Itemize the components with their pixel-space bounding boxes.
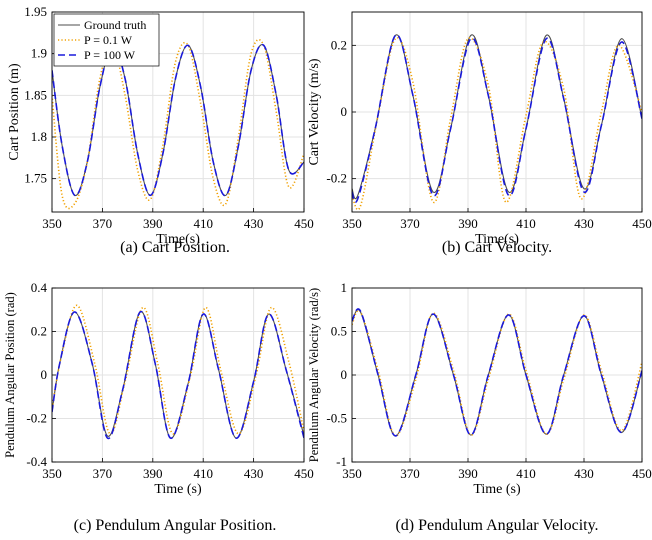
x-tick-label: 410 xyxy=(193,216,213,231)
y-tick-label: 1.8 xyxy=(31,129,47,144)
x-tick-label: 450 xyxy=(632,466,652,481)
series-line-p-100-w xyxy=(52,43,304,197)
x-tick-label: 410 xyxy=(516,216,536,231)
legend-label: Ground truth xyxy=(84,18,146,32)
plot-frame xyxy=(51,11,305,213)
y-tick-label: 1.75 xyxy=(24,171,47,186)
y-tick-label: -1 xyxy=(336,454,347,469)
y-axis-label: Cart Position (m) xyxy=(7,63,22,161)
x-axis-label: Time (s) xyxy=(154,482,202,497)
x-tick-label: 410 xyxy=(193,466,213,481)
chart-panel-1: 350 370 390 410 430 450 1.75 1.8 1.85 1.9 1.95 Time… xyxy=(7,4,314,256)
x-tick-label: 430 xyxy=(574,466,594,481)
y-tick-label: -0.2 xyxy=(326,171,347,186)
y-tick-label: 0.4 xyxy=(31,280,48,295)
series-line-p-100-w xyxy=(52,311,304,439)
x-tick-label: 430 xyxy=(244,216,264,231)
x-axis-label: Time (s) xyxy=(473,482,521,497)
y-tick-label: 0 xyxy=(41,367,48,382)
y-tick-label: -0.2 xyxy=(26,411,47,426)
legend-box xyxy=(53,13,160,67)
x-axis-label: Time(s) xyxy=(156,232,200,247)
x-tick-label: 350 xyxy=(342,216,362,231)
y-axis-label: Pendulum Angular Position (rad) xyxy=(3,292,17,458)
y-tick-label: 0 xyxy=(341,367,348,382)
x-tick-label: 350 xyxy=(42,466,62,481)
plot-frame xyxy=(51,287,305,463)
x-tick-label: 370 xyxy=(400,466,420,481)
legend-label: P = 100 W xyxy=(84,48,136,62)
subfigure-caption: (a) Cart Position. xyxy=(120,239,230,256)
y-axis-label: Cart Velocity (m/s) xyxy=(307,58,322,165)
y-tick-label: 0.2 xyxy=(31,324,47,339)
y-tick-label: 0.2 xyxy=(331,37,347,52)
x-tick-label: 350 xyxy=(342,466,362,481)
x-axis-label: Time(s) xyxy=(475,232,519,247)
x-tick-label: 370 xyxy=(400,216,420,231)
y-tick-label: 1 xyxy=(341,280,348,295)
series-line-p-100-w xyxy=(352,308,642,437)
series-line-p-0-1-w xyxy=(52,304,304,435)
subfigure-caption: (b) Cart Velocity. xyxy=(442,239,552,256)
x-tick-label: 390 xyxy=(143,466,163,481)
x-tick-label: 390 xyxy=(143,216,163,231)
x-tick-label: 430 xyxy=(244,466,264,481)
chart-panel-2: 350 370 390 410 430 450 -0.2 0 0.2 Time(s) Cart Ve… xyxy=(307,11,652,256)
chart-panel-4: 350 370 390 410 430 450 -1 -0.5 0 0.5 1 Time (s) Pen… xyxy=(307,280,652,534)
y-tick-label: 0 xyxy=(341,104,348,119)
x-tick-label: 350 xyxy=(42,216,62,231)
plot-frame xyxy=(351,287,643,463)
x-tick-label: 370 xyxy=(93,466,113,481)
y-axis-label: Pendulum Angular Velocity (rad/s) xyxy=(307,288,321,462)
legend-label: P = 0.1 W xyxy=(84,33,133,47)
y-tick-label: 0.5 xyxy=(331,324,347,339)
x-tick-label: 390 xyxy=(458,466,478,481)
x-tick-label: 450 xyxy=(294,216,314,231)
series-line-p-100-w xyxy=(352,34,642,204)
y-tick-label: -0.4 xyxy=(26,454,47,469)
y-tick-label: 1.9 xyxy=(31,46,47,61)
plot-frame xyxy=(351,11,643,213)
x-tick-label: 430 xyxy=(574,216,594,231)
x-tick-label: 370 xyxy=(93,216,113,231)
y-tick-label: -0.5 xyxy=(326,411,347,426)
subfigure-caption: (d) Pendulum Angular Velocity. xyxy=(395,517,598,534)
x-tick-label: 410 xyxy=(516,466,536,481)
y-tick-label: 1.85 xyxy=(24,87,47,102)
subfigure-caption: (c) Pendulum Angular Position. xyxy=(74,517,277,534)
chart-panel-3: 350 370 390 410 430 450 -0.4 -0.2 0 0.2 0.4 Time (s… xyxy=(3,280,314,534)
y-tick-label: 1.95 xyxy=(24,4,47,19)
x-tick-label: 450 xyxy=(294,466,314,481)
x-tick-label: 450 xyxy=(632,216,652,231)
x-tick-label: 390 xyxy=(458,216,478,231)
